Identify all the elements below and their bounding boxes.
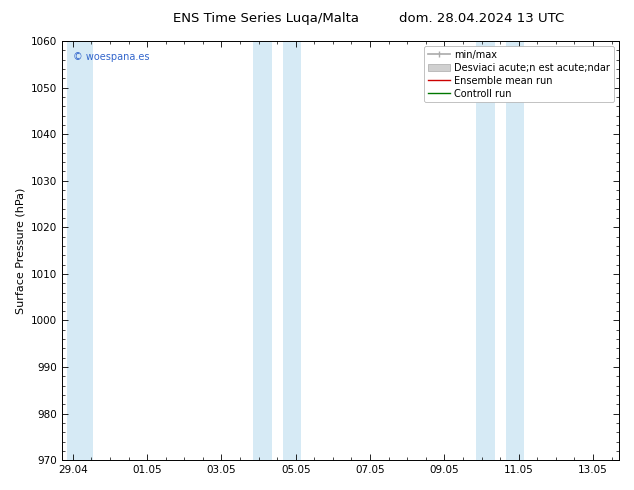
Y-axis label: Surface Pressure (hPa): Surface Pressure (hPa) — [15, 187, 25, 314]
Text: ENS Time Series Luqa/Malta: ENS Time Series Luqa/Malta — [173, 12, 359, 25]
Bar — [506, 41, 524, 460]
Text: dom. 28.04.2024 13 UTC: dom. 28.04.2024 13 UTC — [399, 12, 564, 25]
Bar — [67, 41, 93, 460]
Text: © woespana.es: © woespana.es — [73, 51, 150, 62]
Bar — [253, 41, 271, 460]
Bar — [283, 41, 301, 460]
Bar — [476, 41, 495, 460]
Legend: min/max, Desviaci acute;n est acute;ndar, Ensemble mean run, Controll run: min/max, Desviaci acute;n est acute;ndar… — [424, 46, 614, 102]
